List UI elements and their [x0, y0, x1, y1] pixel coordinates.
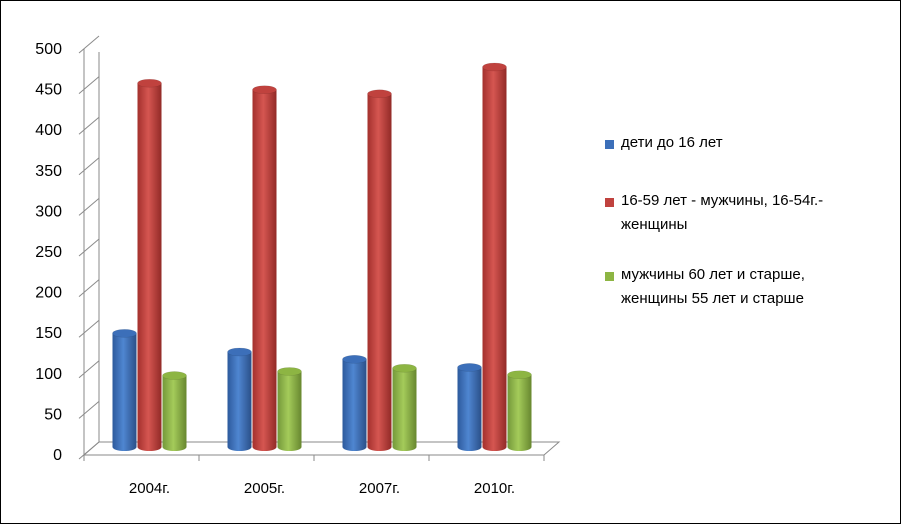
- bar-top: [277, 367, 302, 376]
- y-axis-ticks: 0 50 100 150 200 250 300 350 400 450 500: [35, 35, 100, 464]
- bar-body: [112, 333, 137, 451]
- legend: дети до 16 лет 16-59 лет - мужчины, 16-5…: [605, 131, 875, 345]
- bar: [482, 62, 507, 451]
- y-tick-label: 400: [35, 122, 62, 139]
- bar-top: [457, 363, 482, 372]
- y-tick-label: 350: [35, 163, 62, 180]
- y-tick-label: 50: [44, 406, 62, 423]
- y-tick-mark: [78, 238, 100, 257]
- bar-body: [367, 93, 392, 451]
- y-tick-label: 100: [35, 366, 62, 383]
- bar: [392, 363, 417, 451]
- bar-body: [507, 374, 532, 451]
- y-tick-mark: [78, 116, 100, 135]
- bar-body: [392, 368, 417, 451]
- bar: [227, 347, 252, 451]
- bar: [507, 370, 532, 451]
- legend-label-working-age: 16-59 лет - мужчины, 16-54г.-женщины: [621, 192, 824, 233]
- y-tick-mark: [78, 319, 100, 338]
- legend-swatch-seniors: [605, 272, 614, 281]
- bar-top: [482, 62, 507, 72]
- y-tick-mark: [78, 198, 100, 216]
- bar-body: [457, 367, 482, 451]
- legend-item-seniors: мужчины 60 лет и старше, женщины 55 лет …: [605, 263, 875, 311]
- y-tick-label: 200: [35, 285, 62, 302]
- bar-top: [112, 329, 137, 338]
- bar: [162, 371, 187, 451]
- bar-top: [137, 78, 162, 88]
- bar-top: [227, 347, 252, 357]
- y-tick-mark: [78, 279, 100, 297]
- legend-item-children: дети до 16 лет: [605, 131, 875, 155]
- bar-top: [342, 355, 367, 364]
- x-tick-label: 2005г.: [244, 480, 285, 497]
- y-tick-label: 450: [35, 82, 62, 99]
- bar-top: [252, 85, 277, 94]
- bar-body: [277, 371, 302, 451]
- bar-top: [392, 363, 417, 373]
- legend-item-working-age: 16-59 лет - мужчины, 16-54г.-женщины: [605, 189, 875, 237]
- bar-top: [367, 89, 392, 99]
- y-tick-label: 500: [35, 41, 62, 58]
- x-axis-ticks: 2004г. 2005г. 2007г. 2010г.: [83, 455, 545, 497]
- bar-body: [482, 66, 507, 451]
- y-tick-mark: [78, 360, 100, 379]
- y-tick-label: 300: [35, 203, 62, 220]
- x-tick-label: 2010г.: [474, 480, 515, 497]
- legend-swatch-working-age: [605, 198, 614, 207]
- x-tick-label: 2007г.: [359, 480, 400, 497]
- y-tick-label: 0: [53, 447, 62, 464]
- y-tick-mark: [78, 76, 100, 94]
- bar-body: [342, 359, 367, 451]
- x-tick-label: 2004г.: [129, 480, 170, 497]
- bar-body: [137, 83, 162, 451]
- legend-swatch-children: [605, 140, 614, 149]
- bar-top: [162, 371, 187, 380]
- y-tick-mark: [78, 157, 100, 176]
- bar: [137, 78, 162, 451]
- bar: [252, 85, 277, 451]
- y-tick-mark: [78, 35, 100, 54]
- bar-body: [227, 351, 252, 451]
- bar: [112, 329, 137, 451]
- bar: [457, 363, 482, 451]
- bar-top: [507, 370, 532, 379]
- bar-body: [162, 375, 187, 451]
- legend-label-children: дети до 16 лет: [621, 134, 723, 151]
- y-tick-label: 150: [35, 325, 62, 342]
- y-tick-mark: [78, 441, 100, 460]
- bar: [342, 355, 367, 451]
- bar: [367, 89, 392, 451]
- y-tick-label: 250: [35, 244, 62, 261]
- bar-body: [252, 89, 277, 451]
- bar: [277, 367, 302, 451]
- y-tick-mark: [78, 401, 100, 419]
- bars: [112, 62, 532, 451]
- legend-label-seniors: мужчины 60 лет и старше, женщины 55 лет …: [621, 266, 805, 307]
